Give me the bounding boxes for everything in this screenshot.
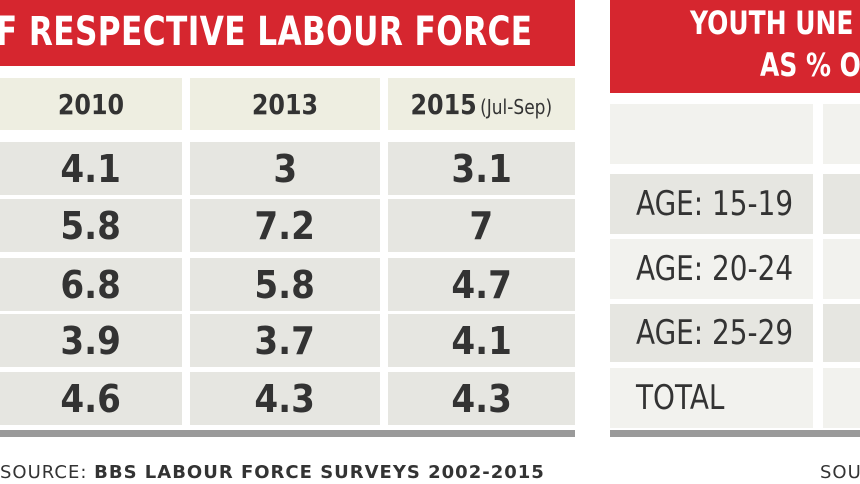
value-r3-c2: 5.8 xyxy=(254,262,316,307)
right-row-label-cell-1: AGE: 15-19 xyxy=(610,174,813,234)
header-label-2015: 2015 (Jul-Sep) xyxy=(411,88,553,121)
right-row-value-cell-4 xyxy=(823,368,860,428)
right-row-label-wrap-2: AGE: 20-24 xyxy=(636,239,828,299)
right-header-cell-value xyxy=(823,104,860,164)
right-row-value-cell-3 xyxy=(823,304,860,362)
right-table-title-line2: AS % O xyxy=(760,46,860,84)
right-row-label-2: AGE: 20-24 xyxy=(636,249,794,289)
right-table-title-line1: YOUTH UNE xyxy=(690,4,854,42)
right-table-bottom-rule xyxy=(610,430,860,437)
value-cell-r5-c1: 4.6 xyxy=(0,372,182,425)
value-r1-c1: 4.1 xyxy=(60,146,122,191)
right-row-value-cell-2 xyxy=(823,239,860,299)
right-row-label-cell-2: AGE: 20-24 xyxy=(610,239,813,299)
right-row-label-wrap-4: TOTAL xyxy=(636,368,744,428)
right-row-value-cell-1 xyxy=(823,174,860,234)
value-r3-c1: 6.8 xyxy=(60,262,122,307)
value-cell-r4-c2: 3.7 xyxy=(190,314,380,367)
header-cell-2013: 2013 xyxy=(190,78,380,130)
value-r5-c2: 4.3 xyxy=(254,376,316,421)
value-cell-r2-c3: 7 xyxy=(388,199,575,252)
value-cell-r3-c3: 4.7 xyxy=(388,258,575,311)
value-r4-c2: 3.7 xyxy=(254,318,316,363)
right-source-fragment: SOU xyxy=(820,462,860,483)
value-cell-r1-c1: 4.1 xyxy=(0,142,182,195)
right-row-label-1: AGE: 15-19 xyxy=(636,184,794,224)
value-r1-c3: 3.1 xyxy=(451,146,512,191)
right-row-label-3: AGE: 25-29 xyxy=(636,313,794,353)
value-r1-c2: 3 xyxy=(273,146,297,191)
left-table-bottom-rule xyxy=(0,430,575,437)
value-cell-r5-c2: 4.3 xyxy=(190,372,380,425)
value-r4-c3: 4.1 xyxy=(451,318,512,363)
value-r5-c3: 4.3 xyxy=(451,376,512,421)
value-cell-r2-c2: 7.2 xyxy=(190,199,380,252)
right-row-label-wrap-3: AGE: 25-29 xyxy=(636,304,828,362)
value-cell-r4-c3: 4.1 xyxy=(388,314,575,367)
left-source-line: SOURCE: BBS LABOUR FORCE SURVEYS 2002-20… xyxy=(0,462,545,483)
header-cell-2010: 2010 xyxy=(0,78,182,130)
value-r2-c2: 7.2 xyxy=(254,203,316,248)
header-cell-2015: 2015 (Jul-Sep) xyxy=(388,78,575,130)
value-cell-r3-c1: 6.8 xyxy=(0,258,182,311)
value-r5-c1: 4.6 xyxy=(60,376,122,421)
value-cell-r2-c1: 5.8 xyxy=(0,199,182,252)
left-table-panel: OF RESPECTIVE LABOUR FORCE 2010 2013 2015… xyxy=(0,0,575,483)
value-r2-c3: 7 xyxy=(469,203,494,248)
header-note-2015: (Jul-Sep) xyxy=(480,94,553,119)
right-row-label-cell-4: TOTAL xyxy=(610,368,813,428)
value-r4-c1: 3.9 xyxy=(60,318,122,363)
source-text: BBS LABOUR FORCE SURVEYS 2002-2015 xyxy=(94,462,545,483)
right-row-label-wrap-1: AGE: 15-19 xyxy=(636,174,828,234)
value-cell-r4-c1: 3.9 xyxy=(0,314,182,367)
value-r3-c3: 4.7 xyxy=(451,262,512,307)
value-cell-r3-c2: 5.8 xyxy=(190,258,380,311)
value-cell-r5-c3: 4.3 xyxy=(388,372,575,425)
left-table-title-banner: OF RESPECTIVE LABOUR FORCE xyxy=(0,0,575,66)
value-cell-r1-c3: 3.1 xyxy=(388,142,575,195)
header-label-2013: 2013 xyxy=(251,87,319,121)
right-row-label-4: TOTAL xyxy=(636,378,725,418)
left-table-title: OF RESPECTIVE LABOUR FORCE xyxy=(0,9,533,55)
right-table-panel: YOUTH UNE AS % O AGE: 15-19 AGE: 20-24 AGE… xyxy=(610,0,860,484)
source-label: SOURCE: xyxy=(0,462,88,483)
right-table-title-banner: YOUTH UNE AS % O xyxy=(610,0,860,93)
right-row-label-cell-3: AGE: 25-29 xyxy=(610,304,813,362)
value-r2-c1: 5.8 xyxy=(60,203,122,248)
header-year-2015: 2015 xyxy=(410,87,477,121)
right-header-cell-label xyxy=(610,104,813,164)
value-cell-r1-c2: 3 xyxy=(190,142,380,195)
header-label-2010: 2010 xyxy=(57,87,125,121)
